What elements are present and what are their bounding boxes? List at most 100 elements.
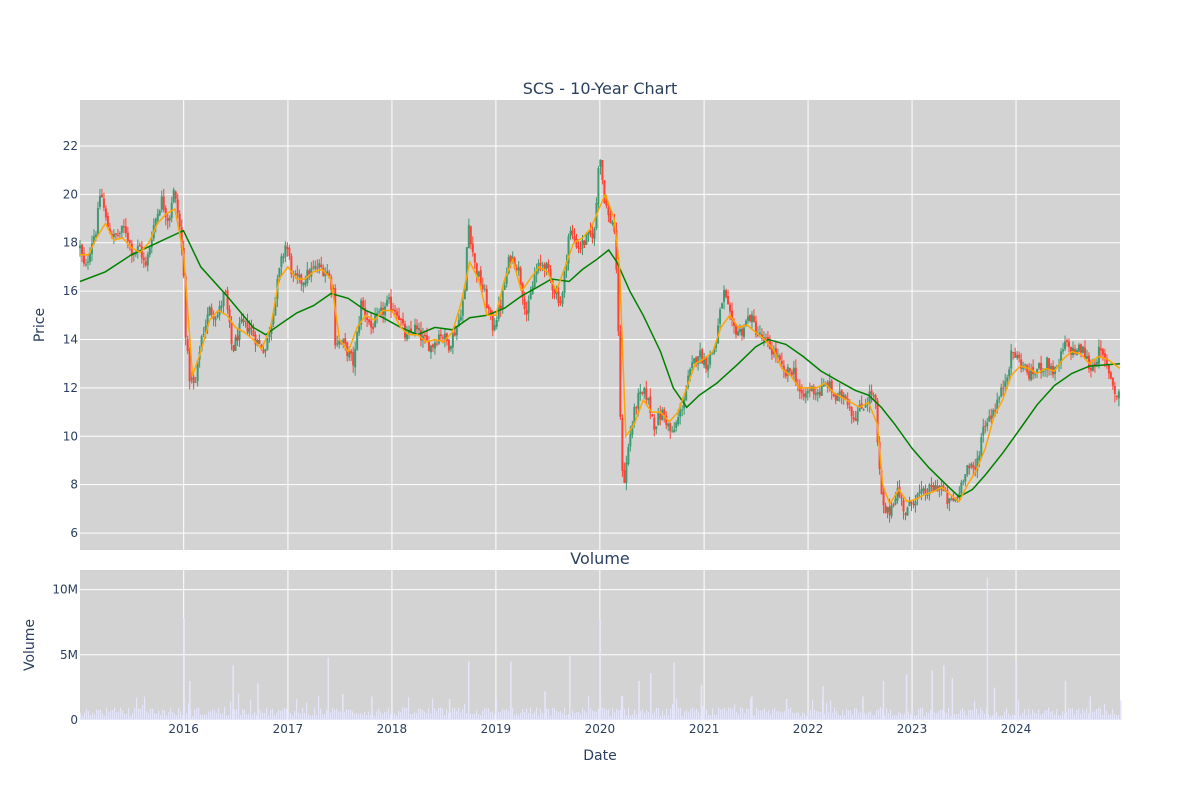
volume-spike-bar [599,619,602,720]
volume-bar [1086,708,1088,720]
candle-body [1064,341,1067,350]
candle-body [513,257,516,269]
volume-bar [850,710,852,720]
candle-body [735,325,738,335]
volume-bar [766,711,768,720]
candle-body [455,327,458,336]
candle-body [609,213,612,223]
volume-bar [642,709,644,720]
volume-bar [1032,709,1034,720]
candle-body [1103,353,1106,359]
volume-bar [630,715,632,720]
candle-body [280,256,283,268]
volume-bar [686,710,688,720]
candle-body [284,245,287,257]
volume-bar [1036,713,1038,720]
volume-bar [782,712,784,720]
volume-bar [448,712,450,720]
volume-bar [724,707,726,720]
candle-body [585,234,588,245]
candle-body [547,263,550,269]
candle-body [463,289,466,300]
volume-spike-bar [569,656,571,720]
candle-body [659,413,662,420]
candle-body [828,381,831,389]
candle-body [561,292,564,304]
candle-body [778,355,781,360]
volume-bar [134,707,136,720]
volume-spike-bar [1120,700,1122,720]
candle-body [196,360,199,381]
candle-body [378,311,381,313]
volume-bar [116,712,118,720]
volume-bar [882,709,884,720]
candle-body [174,191,177,199]
volume-bar [96,709,98,720]
volume-spike-bar [183,618,185,720]
volume-spike-bar [862,696,864,720]
candle-body [252,329,255,337]
candle-body [968,465,971,469]
candle-body [164,208,167,218]
volume-bar [1056,709,1058,720]
volume-bar [1014,715,1016,720]
volume-bar [826,703,828,720]
candle-body [539,262,542,265]
volume-bar [886,708,888,720]
volume-bar [332,707,334,720]
candle-body [1115,395,1118,398]
candle-body [437,334,440,344]
candle-body [350,350,353,354]
candle-body [202,333,205,335]
volume-bar [168,712,170,720]
volume-bar [1080,713,1082,720]
slow-moving-average-line[interactable] [79,229,1121,498]
volume-bar [502,708,504,720]
volume-bar [1010,715,1012,720]
volume-bar [280,710,282,720]
volume-bar [712,708,714,720]
volume-bar [1050,711,1052,720]
volume-bar [398,711,400,720]
volume-bar [178,707,180,720]
volume-bar [1046,710,1048,720]
candle-body [974,467,977,470]
volume-bar [340,711,342,720]
volume-bar [664,714,666,720]
candle-body [932,485,935,492]
volume-bar [848,710,850,720]
volume-bar [772,709,774,720]
candle-body [270,323,273,334]
candle-body [1028,371,1031,379]
candle-body [130,243,133,256]
volume-bar [146,711,148,720]
fast-moving-average-line[interactable] [80,192,1121,506]
volume-bar [196,708,198,720]
candle-body [533,275,536,288]
x-tick-label: 2019 [481,722,512,736]
volume-bar [90,715,92,720]
volume-bar [504,710,506,720]
volume-bar [604,708,606,720]
volume-bar [546,708,548,720]
volume-bar [992,715,994,720]
candle-body [338,340,341,345]
candle-body [264,349,267,352]
candle-body [663,409,666,415]
volume-bar [890,709,892,720]
candle-body [400,318,403,321]
candle-body [112,233,115,237]
candle-body [928,484,931,495]
candle-body [406,333,409,340]
volume-bar [810,709,812,720]
candle-body [1050,365,1053,371]
volume-bar [768,710,770,720]
volume-bar [1114,714,1116,720]
x-tick-label: 2024 [1001,722,1032,736]
volume-bar [110,710,112,720]
candle-body [545,262,548,269]
volume-bar [362,714,364,720]
candle-body [427,340,430,352]
candle-body [449,345,452,350]
volume-bar [170,708,172,720]
